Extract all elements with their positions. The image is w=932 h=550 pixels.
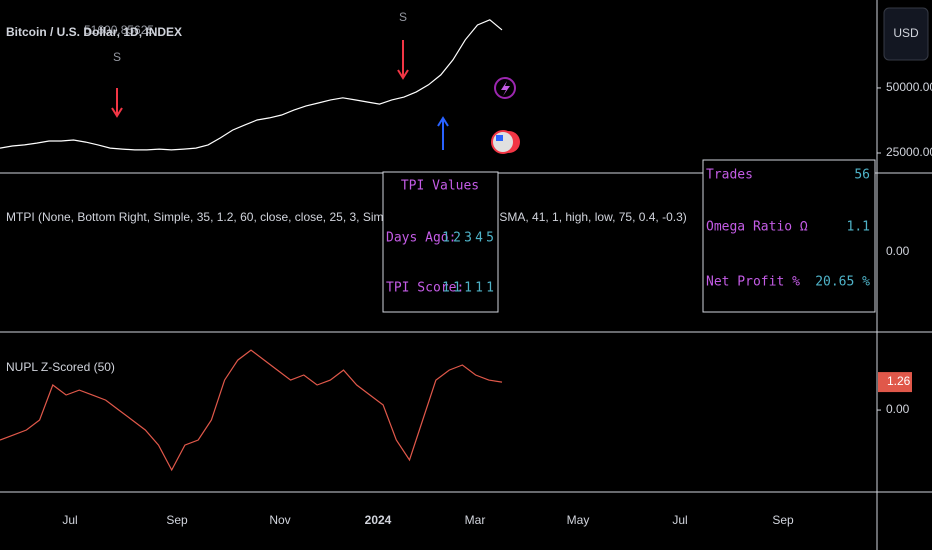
symbol-title: Bitcoin / U.S. Dollar, 1D, INDEX bbox=[6, 25, 182, 39]
tpi-day: 1 bbox=[442, 231, 450, 246]
currency-button[interactable] bbox=[883, 7, 929, 61]
stat-label: Omega Ratio Ω bbox=[706, 220, 808, 235]
tpi-day: 4 bbox=[475, 231, 483, 246]
tpi-score: 1 bbox=[486, 281, 494, 296]
flag-canton bbox=[496, 135, 503, 141]
time-label: Jul bbox=[62, 513, 77, 527]
tpi-table bbox=[382, 171, 499, 313]
time-label: 2024 bbox=[365, 513, 392, 527]
tpi-title: TPI Values bbox=[401, 179, 479, 194]
time-label: Mar bbox=[465, 513, 486, 527]
last-value-label: 1.26 bbox=[887, 374, 911, 388]
y-tick-label: 50000.00 bbox=[886, 80, 932, 94]
stat-value: 56 bbox=[854, 168, 870, 183]
mtpi-zero-label: 0.00 bbox=[886, 244, 910, 258]
stat-value: 1.1 bbox=[847, 220, 870, 235]
tpi-day: 5 bbox=[486, 231, 494, 246]
time-label: Sep bbox=[166, 513, 188, 527]
sell-arrow bbox=[111, 88, 123, 118]
time-label: Jul bbox=[672, 513, 687, 527]
lightning-icon[interactable] bbox=[494, 77, 516, 99]
stat-label: Net Profit % bbox=[706, 275, 800, 290]
y-tick-label: 25000.00 bbox=[886, 145, 932, 159]
tpi-day: 3 bbox=[464, 231, 472, 246]
currency-label[interactable]: USD bbox=[893, 26, 919, 40]
stat-value: 20.65 % bbox=[815, 275, 870, 290]
tpi-score: 1 bbox=[464, 281, 472, 296]
stats-table bbox=[702, 159, 876, 313]
series-line bbox=[0, 19, 503, 151]
price-overlay: 51600.85625 bbox=[84, 23, 154, 37]
signal-label: S bbox=[399, 10, 407, 24]
tpi-score: 1 bbox=[475, 281, 483, 296]
mtpi-title: MTPI (None, Bottom Right, Simple, 35, 1.… bbox=[6, 210, 687, 224]
lightning-glyph bbox=[501, 81, 510, 96]
nupl-title: NUPL Z-Scored (50) bbox=[6, 360, 115, 374]
tpi-score-label: TPI Score: bbox=[386, 281, 464, 296]
flag-icon[interactable] bbox=[491, 130, 515, 154]
time-label: Nov bbox=[269, 513, 290, 527]
signal-label: S bbox=[113, 50, 121, 64]
tpi-days-label: Days Ago: bbox=[386, 231, 456, 246]
tpi-score: 1 bbox=[442, 281, 450, 296]
time-label: Sep bbox=[772, 513, 794, 527]
time-label: May bbox=[567, 513, 590, 527]
sell-arrow bbox=[397, 40, 409, 80]
tpi-day: 2 bbox=[453, 231, 461, 246]
last-value-badge bbox=[878, 372, 912, 393]
stat-label: Trades bbox=[706, 168, 753, 183]
tpi-score: 1 bbox=[453, 281, 461, 296]
series-line bbox=[0, 349, 503, 472]
buy-arrow bbox=[437, 116, 449, 150]
y-tick-label: 0.00 bbox=[886, 402, 910, 416]
